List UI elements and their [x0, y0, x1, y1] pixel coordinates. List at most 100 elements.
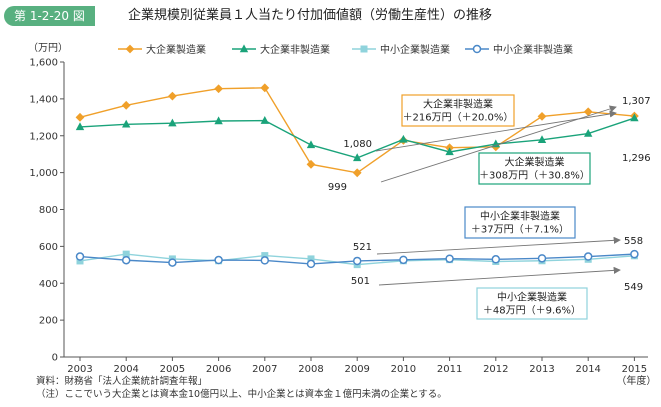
- data-point-s3-8: [445, 254, 454, 263]
- data-point-s1-1: [122, 119, 131, 128]
- data-point-s3-12: [630, 249, 639, 259]
- data-point-s0-5: [306, 159, 316, 169]
- point-label: 549: [624, 282, 643, 293]
- x-tick-label: 2003: [67, 364, 92, 375]
- annotation-box-sme-nonmfg: [464, 206, 576, 239]
- x-tick-label: 2010: [391, 364, 416, 375]
- definition-note: （注）ここでいう大企業とは資本金10億円以上、中小企業とは資本金１億円未満の企業…: [36, 389, 447, 400]
- data-point-s3-6: [352, 256, 362, 266]
- x-tick-label: 2008: [298, 364, 323, 375]
- point-label: 999: [328, 182, 347, 193]
- annotation-change: ＋308万円（＋30.8%）: [479, 170, 590, 182]
- data-point-s1-6: [353, 153, 362, 162]
- y-tick-label: 200: [39, 316, 58, 327]
- trend-arrow: [376, 236, 621, 255]
- x-tick-label: 2015: [622, 364, 647, 375]
- y-tick-label: 1,600: [29, 58, 58, 69]
- data-point-s0-2: [168, 91, 177, 101]
- data-point-s1-11: [584, 128, 593, 137]
- legend-label: 中小企業非製造業: [493, 43, 573, 56]
- x-tick-label: 2006: [206, 364, 231, 375]
- data-point-s0-11: [583, 107, 593, 117]
- data-point-s1-3: [214, 116, 223, 125]
- annotation-title: 大企業製造業: [505, 156, 565, 169]
- legend-marker: [360, 45, 368, 53]
- data-point-s3-10: [537, 254, 547, 263]
- data-point-s3-0: [75, 252, 85, 261]
- data-point-s3-11: [583, 252, 593, 261]
- data-point-s3-3: [214, 255, 223, 265]
- data-point-s1-9: [491, 139, 500, 148]
- trend-arrow: [380, 105, 617, 183]
- y-tick-label: 1,400: [29, 94, 58, 105]
- data-point-s2-1: [122, 250, 130, 258]
- legend-marker: [472, 44, 482, 54]
- legend-marker: [239, 44, 249, 53]
- point-label: 1,296: [622, 153, 651, 164]
- x-tick-label: 2009: [344, 364, 369, 375]
- data-point-s2-0: [76, 257, 84, 265]
- data-point-s1-12: [630, 113, 639, 122]
- data-point-s1-7: [399, 134, 408, 143]
- y-tick-label: 800: [39, 205, 58, 216]
- data-point-s2-4: [261, 252, 269, 260]
- data-point-s2-5: [307, 255, 315, 263]
- data-point-s0-3: [214, 84, 223, 94]
- data-point-s1-8: [445, 147, 454, 156]
- legend-marker: [125, 44, 135, 54]
- figure-header: 第 1-2-20 図 企業規模別従業員１人当たり付加価値額（労働生産性）の推移: [0, 0, 661, 30]
- annotation-title: 中小企業非製造業: [480, 210, 560, 223]
- point-label: 1,307: [622, 96, 651, 107]
- data-point-s3-2: [168, 258, 177, 267]
- x-tick-label: 2014: [575, 364, 600, 375]
- data-point-s0-0: [75, 112, 85, 122]
- series-line-1: [79, 117, 635, 159]
- point-label: 558: [624, 236, 643, 247]
- y-tick-label: 1,200: [29, 131, 58, 142]
- annotation-change: ＋216万円（＋20.0%）: [403, 112, 514, 124]
- annotation-box-large-mfg: [478, 152, 591, 185]
- x-tick-label: 2011: [437, 364, 462, 375]
- x-tick-label: 2012: [483, 364, 508, 375]
- data-point-s3-9: [491, 255, 501, 264]
- x-tick-label: 2007: [252, 364, 277, 375]
- figure-number: 第 1-2-20 図: [4, 6, 95, 26]
- data-point-s3-5: [306, 259, 316, 269]
- y-tick-label: 0: [52, 353, 58, 364]
- annotation-change: ＋48万円（＋9.6%）: [483, 305, 581, 317]
- annotation-title: 中小企業製造業: [497, 291, 567, 304]
- point-label: 501: [351, 276, 370, 287]
- source-note: 資料：財務省「法人企業統計調査年報」: [36, 376, 208, 387]
- legend-label: 中小企業製造業: [380, 43, 450, 56]
- annotation-title: 大企業非製造業: [423, 98, 493, 111]
- data-point-s0-1: [121, 100, 131, 110]
- data-point-s0-4: [260, 83, 270, 93]
- x-tick-label: 2005: [160, 364, 185, 375]
- annotation-box-large-nonmfg: [401, 94, 515, 127]
- data-point-s3-4: [260, 256, 270, 265]
- trend-arrow: [378, 266, 621, 286]
- data-point-s1-0: [75, 122, 85, 131]
- x-tick-label: 2013: [529, 364, 554, 375]
- point-label: 521: [353, 242, 372, 253]
- data-point-s1-10: [537, 135, 547, 144]
- annotation-change: ＋37万円（＋7.1%）: [471, 224, 569, 236]
- annotation-box-sme-mfg: [476, 287, 588, 320]
- point-label: 1,080: [343, 139, 372, 150]
- data-point-s3-7: [399, 255, 408, 265]
- data-point-s0-10: [537, 111, 547, 121]
- y-tick-label: 600: [39, 242, 58, 253]
- data-point-s1-2: [168, 118, 177, 127]
- figure-notes: 資料：財務省「法人企業統計調査年報」 （注）ここでいう大企業とは資本金10億円以…: [36, 375, 447, 401]
- data-point-s1-4: [260, 116, 269, 124]
- data-point-s0-6: [352, 168, 362, 178]
- data-point-s3-1: [121, 255, 131, 265]
- y-tick-label: 400: [39, 279, 58, 290]
- data-point-s1-5: [306, 140, 316, 149]
- figure-title: 企業規模別従業員１人当たり付加価値額（労働生産性）の推移: [128, 8, 493, 23]
- x-tick-label: 2004: [113, 364, 138, 375]
- y-axis-label: （万円）: [28, 42, 68, 54]
- legend-label: 大企業製造業: [146, 43, 206, 56]
- legend-label: 大企業非製造業: [260, 43, 330, 56]
